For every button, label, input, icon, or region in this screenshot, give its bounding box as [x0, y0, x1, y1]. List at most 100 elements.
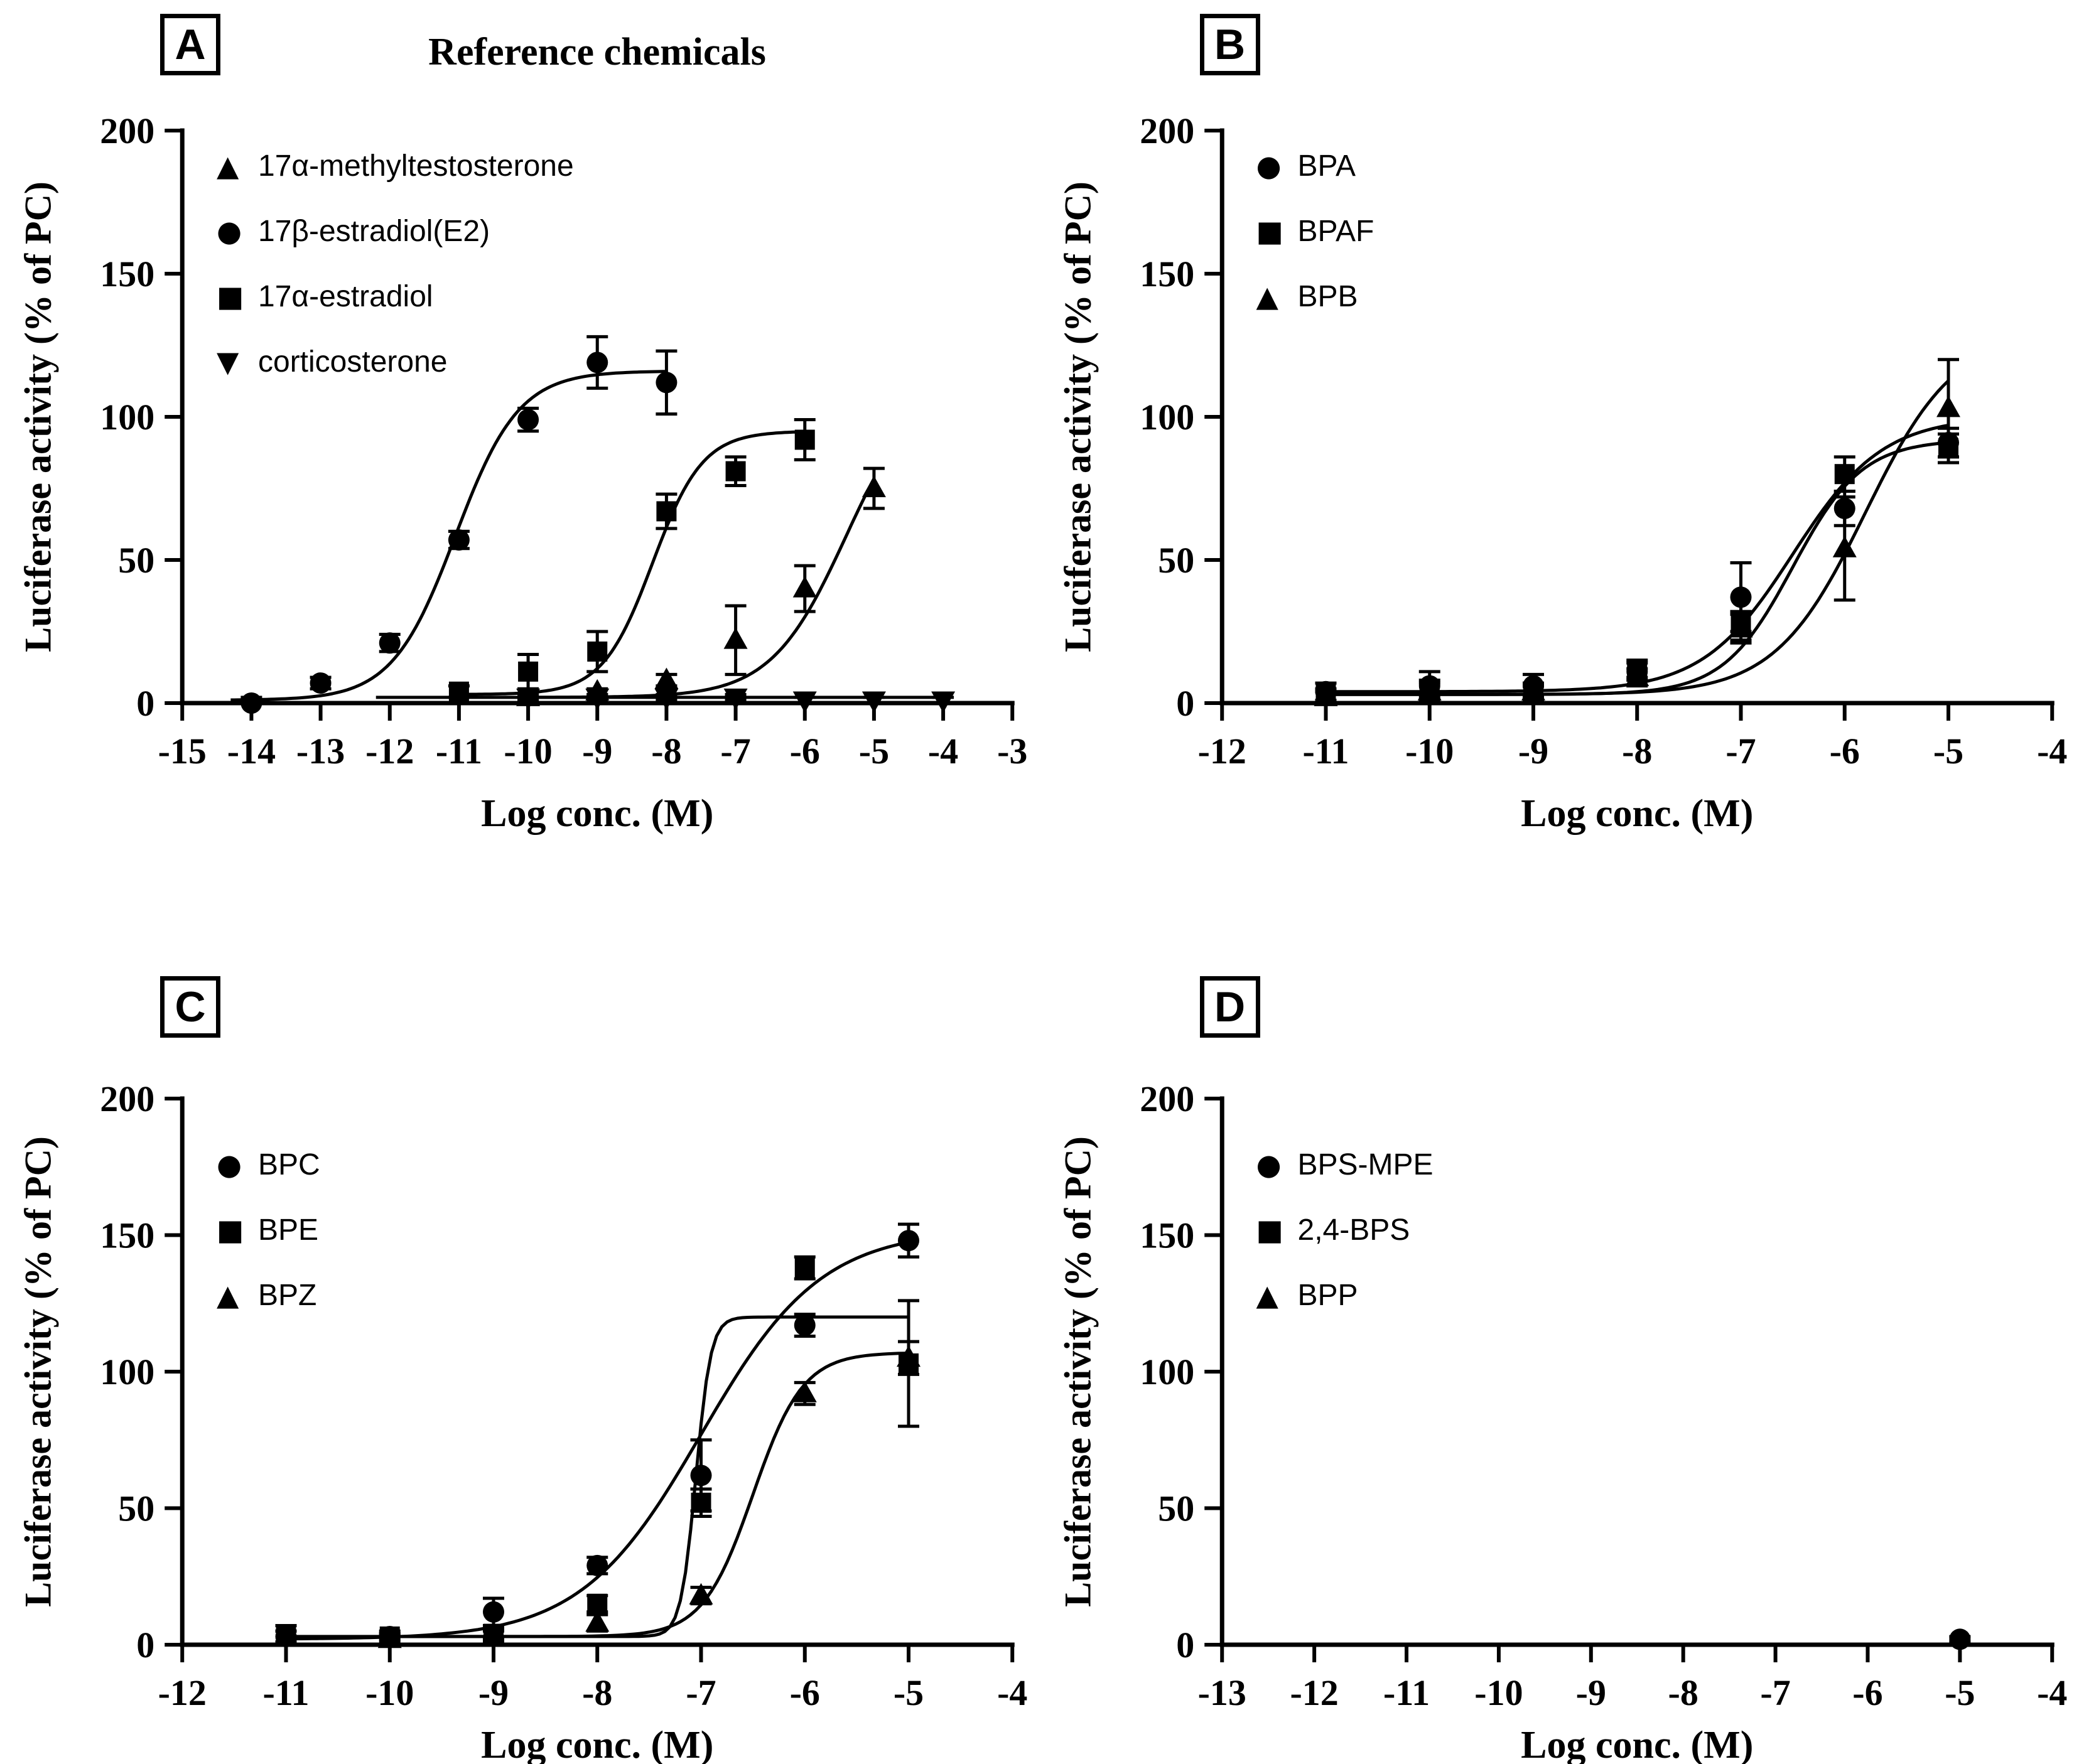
data-point-marker [792, 1380, 817, 1402]
x-tick-label: -7 [686, 1672, 716, 1713]
legend-label: BPA [1297, 149, 1356, 183]
legend-item: ● BPC [217, 1132, 320, 1197]
legend-item: ▲ BPB [1256, 264, 1374, 329]
square-icon: ■ [217, 279, 244, 313]
legend-label: corticosterone [258, 345, 448, 379]
x-tick-label: -15 [158, 731, 207, 772]
circle-icon: ● [1256, 149, 1282, 183]
chart-area-a: -15 -14 -13 -12 -11 -10 -9 -8 -7 -6 -5 -4 -3 0 50 100 15… [0, 0, 1040, 882]
y-tick-label: 100 [1140, 1352, 1194, 1392]
x-tick-label: -8 [1668, 1672, 1698, 1713]
data-point-marker [1936, 395, 1960, 417]
x-tick-label: -13 [1197, 1672, 1246, 1713]
fit-curve [528, 478, 876, 699]
x-tick-label: -10 [504, 731, 552, 772]
y-tick-label: 50 [1158, 1488, 1194, 1529]
legend-label: BPZ [258, 1278, 317, 1312]
y-axis-title: Luciferase activity (% of PC) [17, 1136, 58, 1607]
x-tick-label: -11 [436, 731, 482, 772]
x-tick-label: -4 [2037, 731, 2067, 772]
x-tick-label: -3 [997, 731, 1027, 772]
x-tick-label: -8 [582, 1672, 612, 1713]
y-tick-label: 150 [1140, 1215, 1194, 1256]
data-point-marker [654, 667, 679, 689]
triangle-up-icon: ▲ [217, 1278, 239, 1312]
legend-b: ● BPA ■ BPAF ▲ BPB [1256, 133, 1374, 329]
data-point-marker [448, 681, 469, 702]
data-point-marker [1314, 684, 1337, 706]
data-point-marker [483, 1601, 504, 1623]
data-point-marker [794, 429, 815, 450]
x-tick-label: -7 [720, 731, 750, 772]
panel-d: D -13 -12 -11 -10 -9 -8 -7 -6 -5 -4 0 50 100 150 200 Lo… [1040, 882, 2079, 1764]
y-tick-label: 0 [1176, 1625, 1194, 1665]
x-tick-label: -11 [1383, 1672, 1429, 1713]
x-tick-label: -11 [1302, 731, 1349, 772]
triangle-down-icon: ▼ [217, 345, 239, 379]
x-axis-title: Log conc. (M) [1521, 792, 1753, 835]
square-icon: ■ [1256, 214, 1283, 248]
data-point-marker [1417, 679, 1442, 701]
x-axis-title: Log conc. (M) [481, 1724, 713, 1764]
y-tick-label: 150 [100, 1215, 154, 1256]
square-icon: ■ [217, 1213, 244, 1247]
fit-curve [1326, 379, 1950, 696]
legend-label: 17β-estradiol(E2) [258, 214, 490, 248]
legend-item: ● BPS-MPE [1256, 1132, 1434, 1197]
legend-item: ▲ 17α-methyltestosterone [217, 133, 574, 198]
data-point-marker [1521, 679, 1545, 701]
y-tick-label: 200 [1140, 1078, 1194, 1119]
circle-icon: ● [217, 1148, 242, 1181]
data-point-marker [482, 1623, 505, 1645]
panel-letter-a: A [160, 14, 220, 75]
y-tick-label: 150 [100, 254, 154, 294]
fit-curve [286, 1315, 909, 1638]
x-tick-label: -6 [790, 1672, 820, 1713]
data-point-marker [654, 688, 679, 710]
data-point-marker [448, 529, 470, 551]
legend-c: ● BPC ■ BPE ▲ BPZ [217, 1132, 320, 1328]
legend-label: BPS-MPE [1297, 1148, 1434, 1181]
x-tick-label: -12 [1290, 1672, 1338, 1713]
data-point-marker [794, 1315, 816, 1336]
data-point-marker [1729, 616, 1752, 638]
x-tick-label: -5 [1933, 731, 1963, 772]
legend-label: 17α-estradiol [258, 279, 433, 313]
x-tick-label: -4 [997, 1672, 1027, 1713]
data-point-marker [656, 372, 678, 394]
x-axis-title: Log conc. (M) [481, 792, 713, 835]
data-point-marker [310, 672, 332, 694]
y-tick-label: 100 [100, 397, 154, 438]
fit-curve [230, 370, 667, 702]
legend-item: ▲ BPP [1256, 1262, 1434, 1328]
x-tick-label: -4 [928, 731, 958, 772]
data-point-marker [794, 1257, 815, 1278]
data-point-marker [723, 688, 748, 710]
x-tick-label: -12 [365, 731, 414, 772]
chart-b: -12 -11 -10 -9 -8 -7 -6 -5 -4 0 50 100 150 200 Log con… [1057, 110, 2067, 835]
panel-b: B -12 -11 -10 -9 -8 -7 -6 -5 -4 0 50 100 150 200 Log c… [1040, 0, 2079, 882]
data-point-marker [586, 352, 608, 374]
legend-item: ■ 2,4-BPS [1256, 1197, 1434, 1262]
x-tick-label: -6 [1829, 731, 1859, 772]
data-point-marker [379, 632, 401, 654]
legend-a: ▲ 17α-methyltestosterone ● 17β-estradiol(E2… [217, 133, 574, 394]
x-axis-title: Log conc. (M) [1521, 1724, 1753, 1764]
y-tick-label: 100 [1140, 397, 1194, 438]
data-point-marker [516, 688, 541, 710]
legend-item: ● BPA [1256, 133, 1374, 198]
x-tick-label: -6 [790, 731, 820, 772]
legend-label: BPB [1297, 279, 1358, 313]
data-point-marker [586, 1554, 608, 1576]
panel-letter-c: C [160, 976, 220, 1038]
y-tick-label: 50 [118, 540, 154, 581]
legend-item: ■ BPAF [1256, 198, 1374, 264]
circle-icon: ● [217, 214, 242, 248]
y-tick-label: 0 [1176, 683, 1194, 724]
x-tick-label: -8 [651, 731, 681, 772]
data-point-marker [690, 1465, 712, 1487]
y-axis-title: Luciferase activity (% of PC) [1057, 181, 1098, 652]
data-point-marker [517, 409, 539, 431]
fit-curve [286, 1240, 909, 1641]
y-tick-label: 50 [1158, 540, 1194, 581]
